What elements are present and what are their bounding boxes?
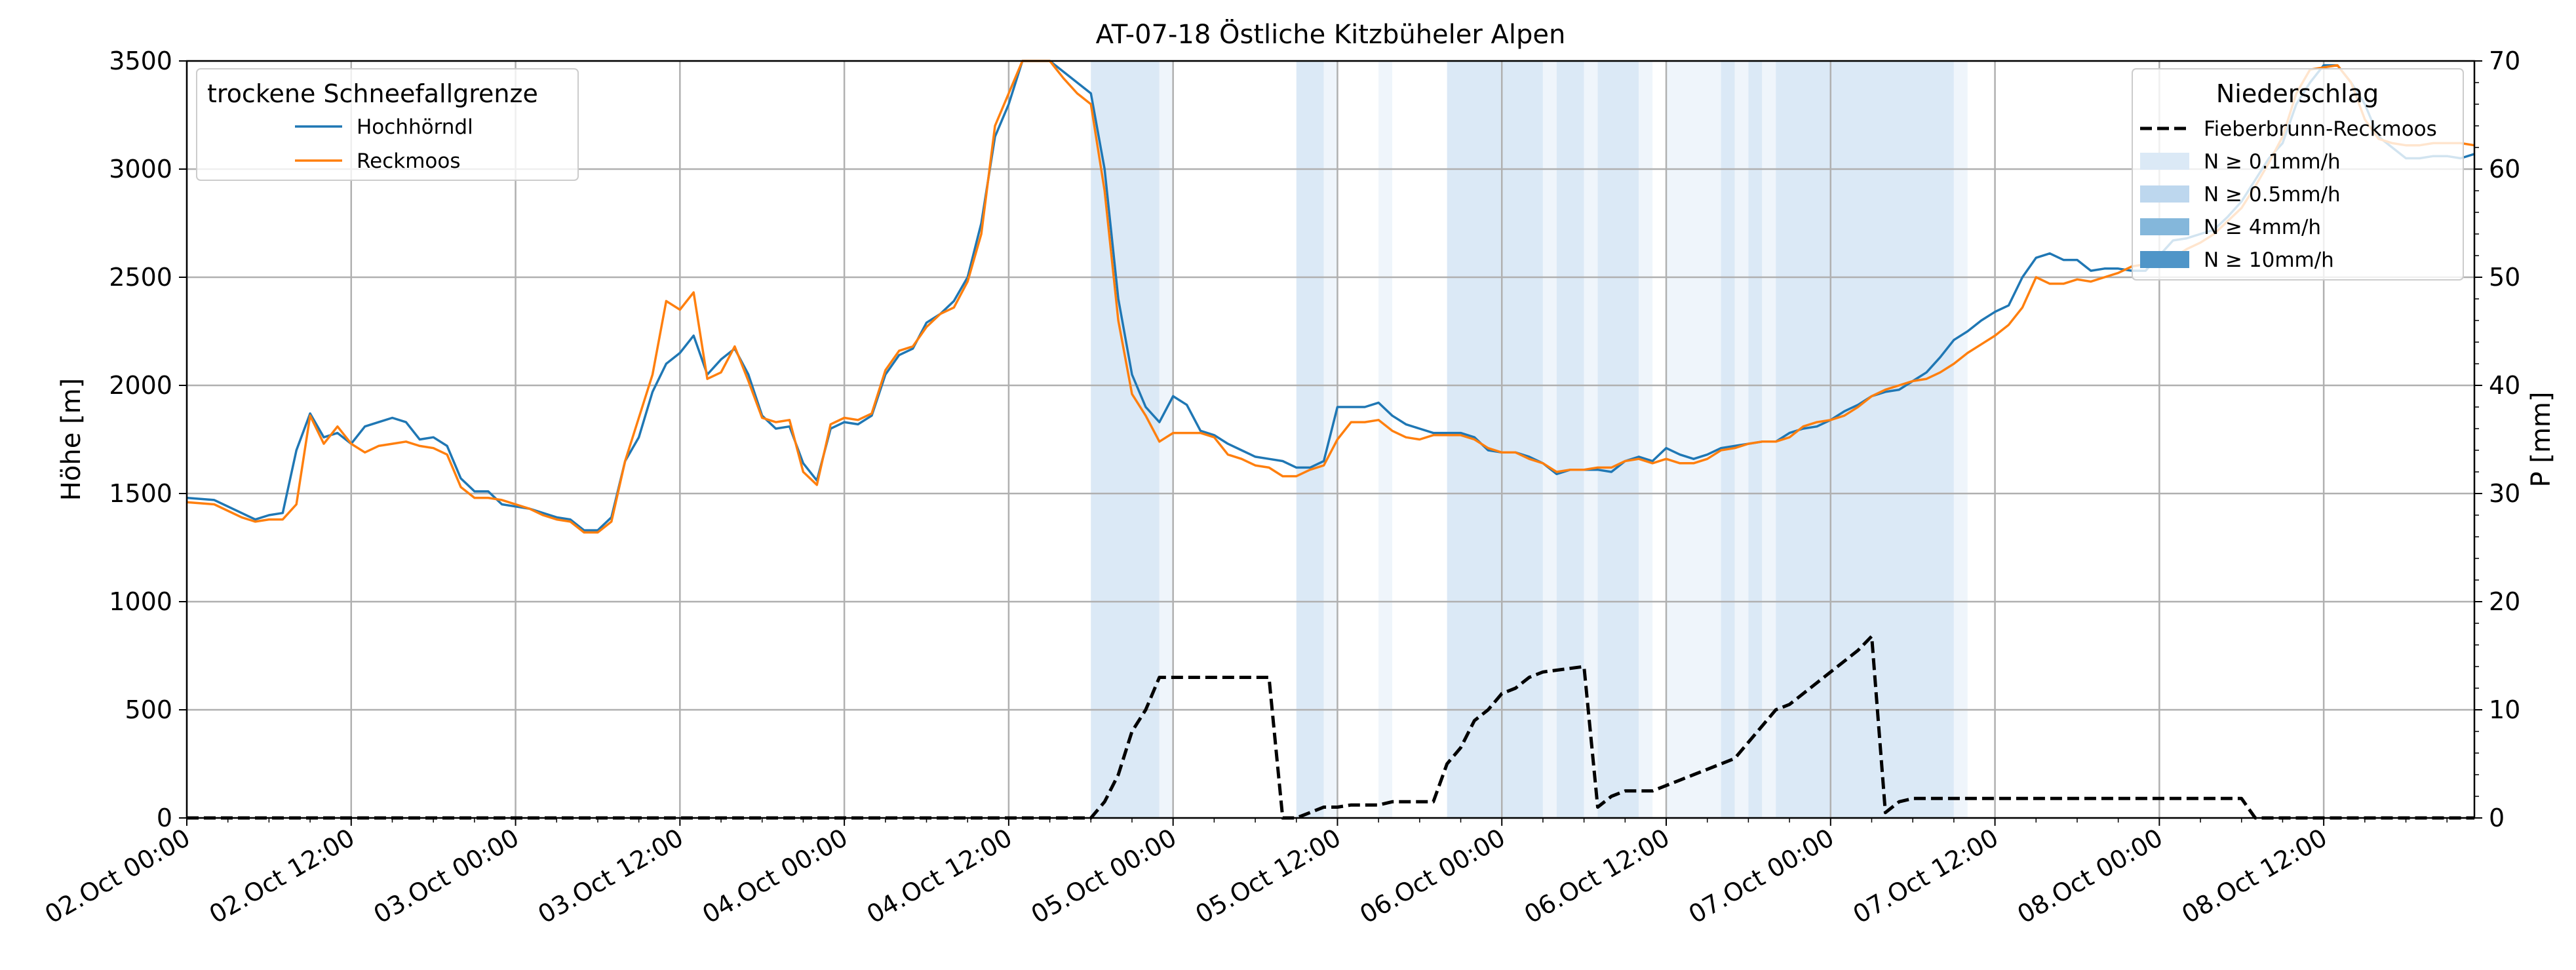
x-tick-label: 07.Oct 00:00 — [1684, 823, 1839, 929]
series-line-reckmoos — [186, 60, 2475, 534]
x-tick-label: 02.Oct 12:00 — [205, 823, 360, 929]
legend-snowline-box — [196, 68, 579, 181]
y2-tick-label: 70 — [2489, 47, 2520, 75]
legend-swatch-n-0-1mm-h — [2140, 153, 2189, 170]
y-tick-label: 2500 — [109, 263, 172, 292]
x-tick-label: 06.Oct 00:00 — [1355, 823, 1510, 929]
y-tick-label: 500 — [125, 695, 172, 724]
legend-snowline-title: trockene Schneefallgrenze — [207, 79, 538, 108]
y-tick-label: 0 — [157, 804, 172, 832]
precip-band — [1447, 61, 1543, 818]
legend-precipitation-box — [2132, 68, 2464, 281]
precip-band — [1953, 61, 1968, 818]
x-tick-label: 06.Oct 12:00 — [1519, 823, 1675, 929]
precip-band — [1762, 61, 1776, 818]
legend-label-hochh-rndl: Hochhörndl — [357, 115, 473, 139]
legend-label-n-0-1mm-h: N ≥ 0.1mm/h — [2204, 150, 2341, 174]
y-tick-label: 3000 — [109, 155, 172, 184]
precip-band — [1734, 61, 1749, 818]
precip-band — [1597, 61, 1639, 818]
precipitation-bands — [1091, 61, 1968, 818]
y-tick-label: 1500 — [109, 479, 172, 508]
y2-tick-label: 30 — [2489, 479, 2520, 508]
y2-tick-label: 0 — [2489, 804, 2505, 832]
y2-tick-label: 60 — [2489, 155, 2520, 184]
y2-tick-label: 20 — [2489, 587, 2520, 616]
precip-band — [1091, 61, 1160, 818]
y2-tick-label: 10 — [2489, 695, 2520, 724]
x-tick-label: 02.Oct 00:00 — [40, 823, 195, 929]
legend-snowline: trockene Schneefallgrenze Hochhörndl Reck… — [196, 68, 579, 181]
legend-swatch-n-0-5mm-h — [2140, 185, 2189, 203]
precip-band — [1296, 61, 1324, 818]
legend-label-reckmoos: Reckmoos — [357, 149, 461, 173]
precip-band — [1556, 61, 1584, 818]
axis-labels: AT-07-18 Östliche Kitzbüheler Alpen Höhe… — [56, 18, 2556, 501]
x-tick-label: 07.Oct 12:00 — [1848, 823, 2004, 929]
legend-label-n-0-5mm-h: N ≥ 0.5mm/h — [2204, 183, 2341, 206]
x-tick-label: 08.Oct 12:00 — [2177, 823, 2332, 929]
y-tick-label: 2000 — [109, 371, 172, 400]
legend-label-fieberbrunn-reckmoos: Fieberbrunn-Reckmoos — [2204, 117, 2437, 141]
legend-swatch-n-4mm-h — [2140, 218, 2189, 235]
precip-band — [1378, 61, 1393, 818]
x-tick-label: 04.Oct 12:00 — [862, 823, 1017, 929]
legend-precipitation-title: Niederschlag — [2216, 79, 2379, 108]
x-tick-label: 05.Oct 12:00 — [1190, 823, 1346, 929]
precip-band — [1584, 61, 1598, 818]
precip-band — [1748, 61, 1763, 818]
series-line-hochh-rndl — [186, 60, 2475, 532]
legend-swatch-n-10mm-h — [2140, 251, 2189, 268]
legend-label-n-10mm-h: N ≥ 10mm/h — [2204, 248, 2334, 272]
precip-band — [1776, 61, 1954, 818]
chart-title: AT-07-18 Östliche Kitzbüheler Alpen — [1096, 18, 1566, 50]
x-tick-label: 08.Oct 00:00 — [2012, 823, 2168, 929]
precip-band — [1542, 61, 1557, 818]
precip-band — [1323, 61, 1338, 818]
plot-frame — [185, 60, 2476, 819]
legend-label-n-4mm-h: N ≥ 4mm/h — [2204, 216, 2321, 239]
precip-band — [1639, 61, 1653, 818]
x-tick-label: 03.Oct 12:00 — [533, 823, 688, 929]
precip-band — [1159, 61, 1173, 818]
x-tick-label: 03.Oct 00:00 — [369, 823, 524, 929]
y-tick-label: 3500 — [109, 47, 172, 75]
x-tick-label: 05.Oct 00:00 — [1026, 823, 1182, 929]
legend-precipitation: Niederschlag Fieberbrunn-Reckmoos N ≥ 0.1… — [2132, 68, 2464, 281]
y-axis-label: Höhe [m] — [56, 378, 87, 501]
precip-band — [1666, 61, 1721, 818]
precip-band — [1721, 61, 1735, 818]
y2-axis-label: P [mm] — [2526, 392, 2556, 488]
x-tick-label: 04.Oct 00:00 — [697, 823, 853, 929]
y2-tick-label: 40 — [2489, 371, 2520, 400]
y2-tick-label: 50 — [2489, 263, 2520, 292]
y-tick-label: 1000 — [109, 587, 172, 616]
